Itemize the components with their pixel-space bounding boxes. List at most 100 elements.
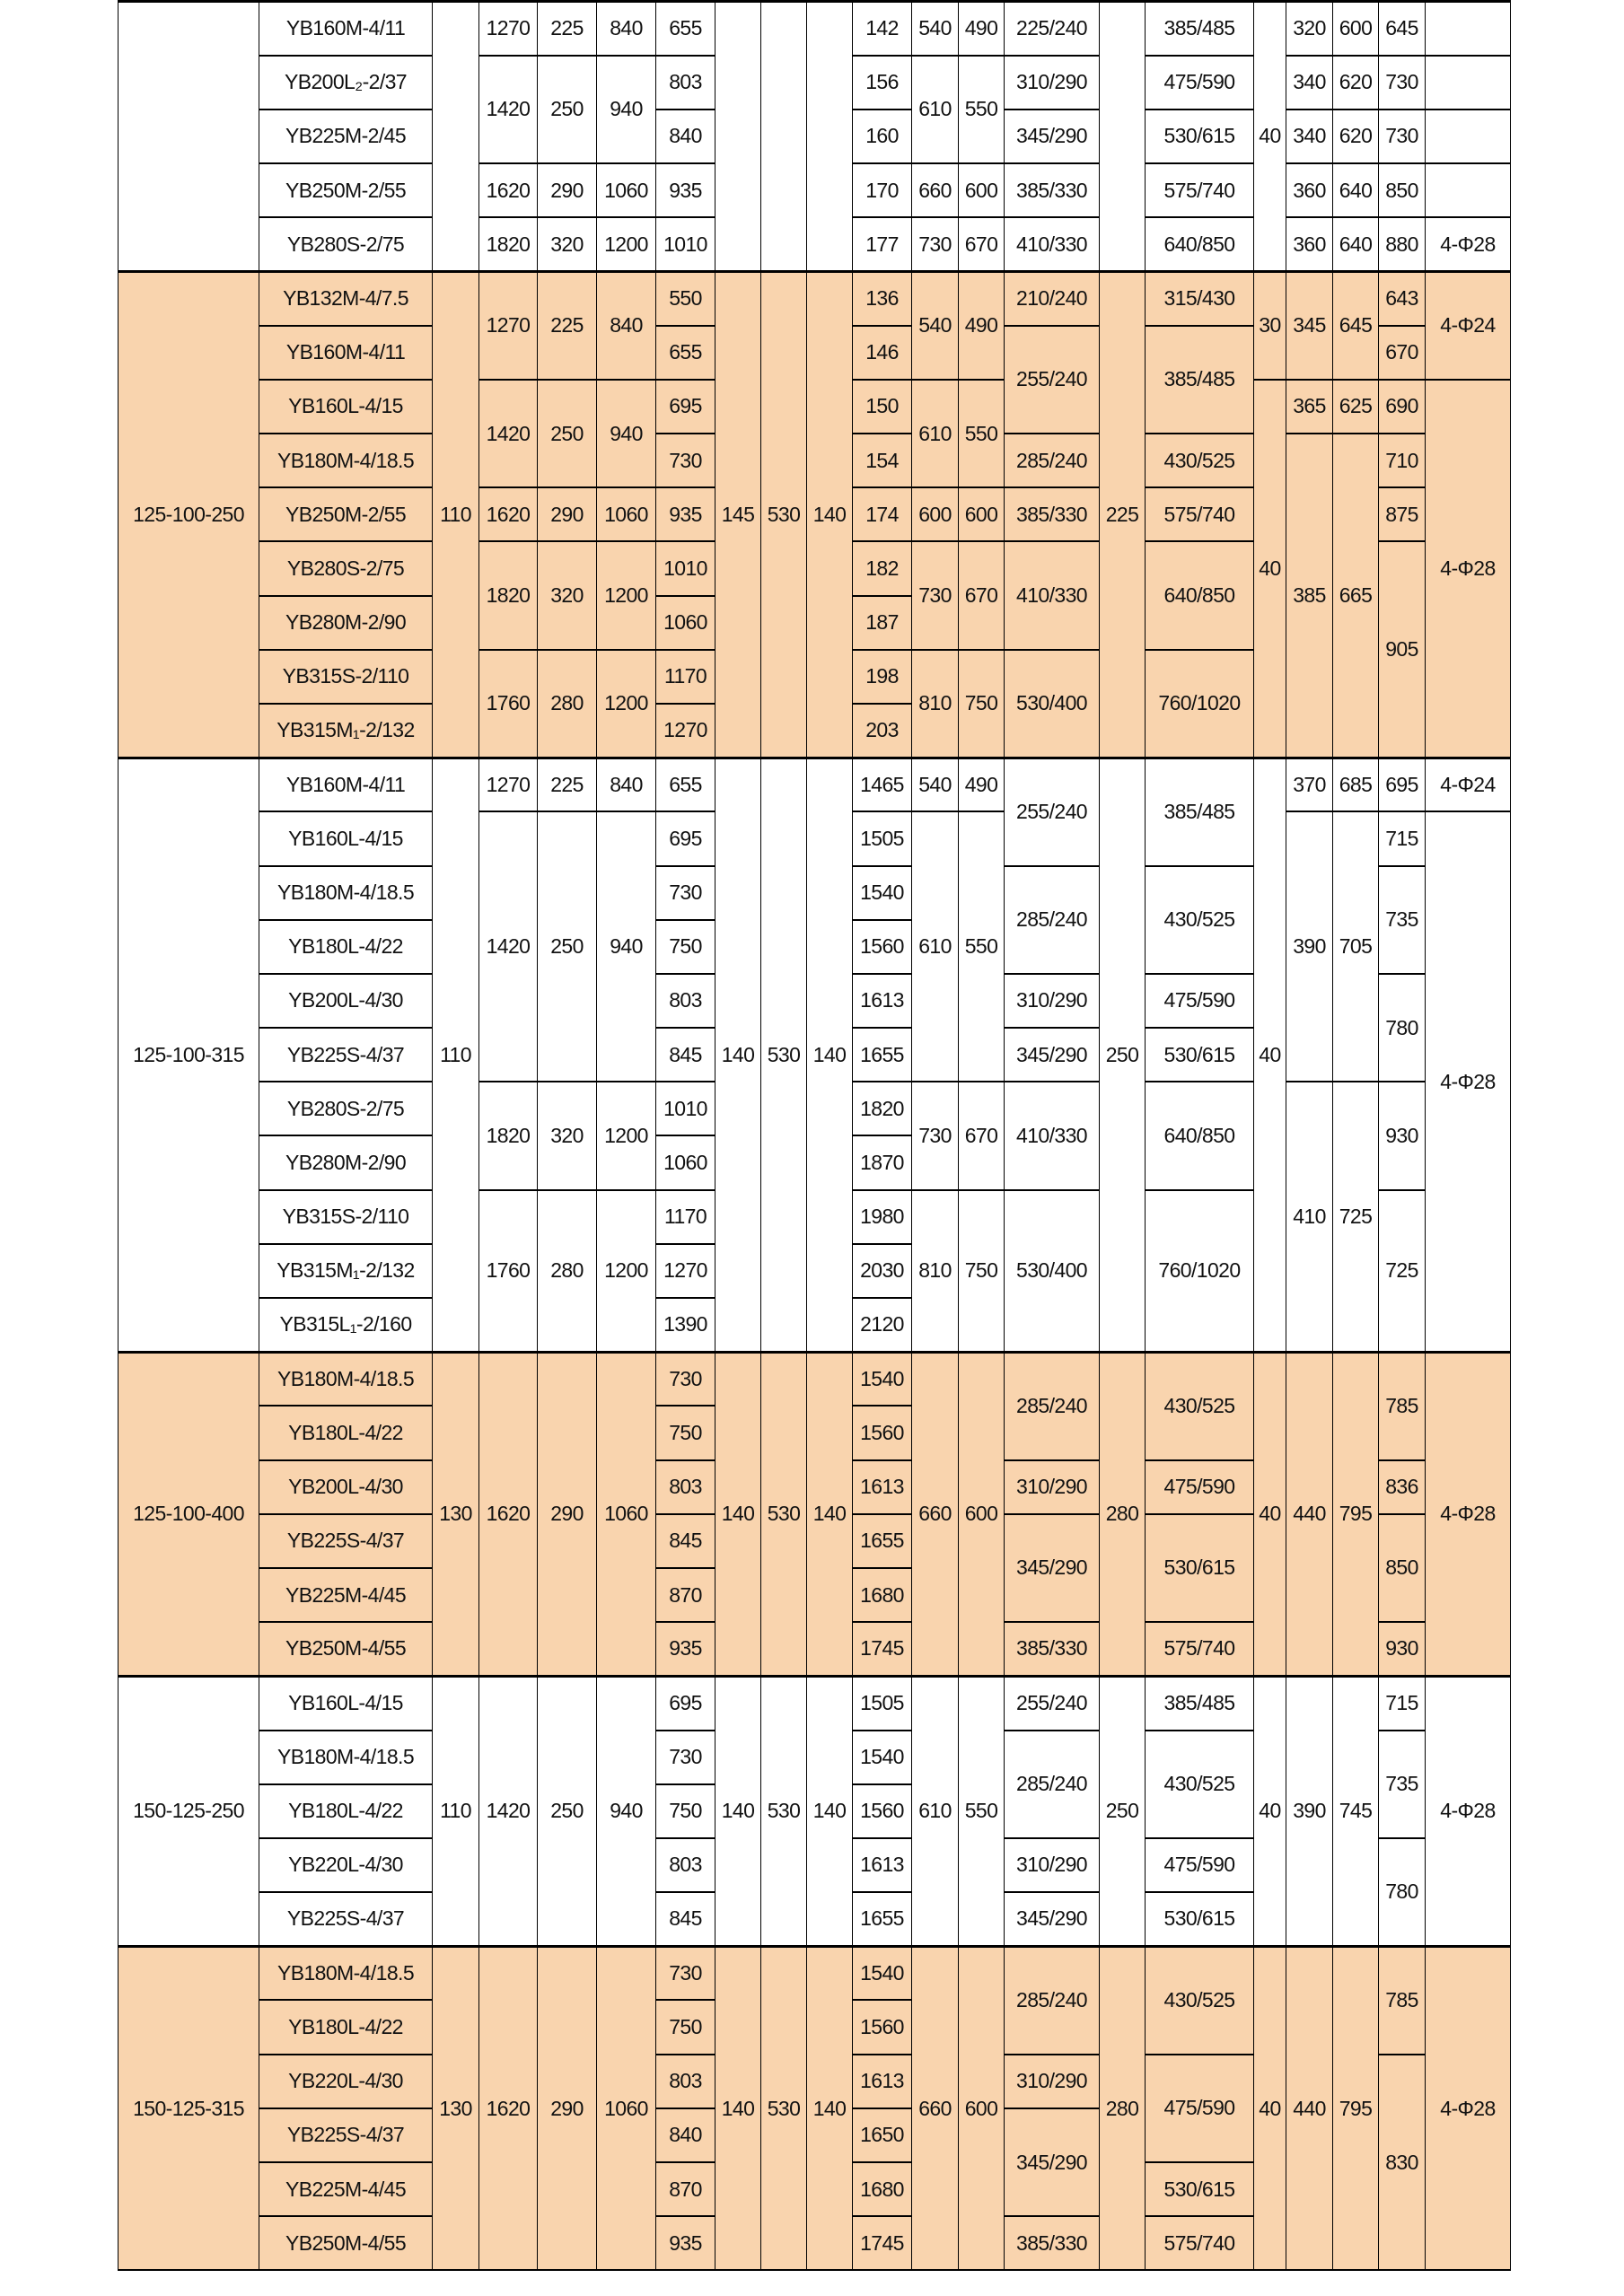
- table-cell: 660: [911, 1944, 959, 2272]
- table-cell: YB180L-4/22: [259, 1405, 433, 1461]
- table-cell: 935: [655, 162, 715, 219]
- table-cell: 410/330: [1004, 216, 1100, 273]
- table-row: YB250M-4/55 935 1745 385/330 575/740: [119, 2215, 1511, 2272]
- table-row: 125-100-250 YB132M-4/7.5 110 1270 225 840 550 1…: [118, 269, 1511, 759]
- table-cell: 2120: [852, 1296, 912, 1354]
- table-cell: 370: [1286, 756, 1333, 813]
- table-cell: 360: [1286, 216, 1333, 273]
- table-cell: 1060: [596, 486, 656, 543]
- table-cell: 1613: [852, 1836, 912, 1894]
- table-cell: 156: [852, 54, 912, 110]
- table-cell: YB225S-4/37: [259, 2107, 433, 2164]
- table-cell: 695: [1378, 756, 1426, 813]
- table-cell: 255/240: [1004, 324, 1100, 435]
- table-row: YB280S-2/75 1820 320 1200 1010 1820 730 670 410/…: [119, 1081, 1511, 1354]
- table-cell: 385/485: [1145, 756, 1254, 867]
- table-cell: 840: [596, 269, 656, 381]
- table-cell: 410/330: [1004, 1081, 1100, 1191]
- table-cell: 645: [1332, 269, 1379, 381]
- table-cell: 735: [1378, 1729, 1426, 1839]
- table-cell: YB315L₁-2/160: [259, 1296, 433, 1354]
- table-cell: 475/590: [1145, 2053, 1254, 2164]
- table-cell: 670: [1378, 324, 1426, 381]
- table-cell: 130: [432, 1944, 479, 2272]
- table-cell: 280: [537, 1188, 597, 1354]
- table-cell: 4-Φ28: [1425, 1944, 1511, 2272]
- table-cell: 410/330: [1004, 540, 1100, 651]
- table-cell: 1540: [852, 864, 912, 921]
- table-cell: 310/290: [1004, 2053, 1100, 2109]
- table-row: YB280M-2/90 1060 187: [119, 594, 1511, 651]
- table-cell: 110: [432, 269, 479, 759]
- table-row: YB280S-2/75 1820 320 1200 1010 182 730 670 410/3…: [119, 540, 1511, 759]
- table-cell: 315/430: [1145, 269, 1254, 327]
- table-cell: 760/1020: [1145, 1188, 1254, 1354]
- table-cell: 530/400: [1004, 648, 1100, 759]
- table-cell: 670: [958, 216, 1005, 273]
- table-cell: 940: [596, 378, 656, 489]
- table-row: YB315L₁-2/160 1390 2120: [119, 1296, 1511, 1354]
- table-cell: 1170: [655, 648, 715, 705]
- table-cell: YB220L-4/30: [259, 2053, 433, 2109]
- table-cell: 310/290: [1004, 1459, 1100, 1515]
- table-cell: 660: [911, 162, 959, 219]
- table-cell: 1060: [596, 1944, 656, 2272]
- table-cell: 600: [911, 486, 959, 543]
- table-cell: 1270: [655, 702, 715, 759]
- table-cell: 385/330: [1004, 486, 1100, 543]
- table-cell: 665: [1332, 432, 1379, 759]
- table-cell: 620: [1332, 54, 1379, 110]
- table-cell: 4-Φ28: [1425, 1674, 1511, 1948]
- table-cell: 1745: [852, 2215, 912, 2272]
- table-cell: 710: [1378, 432, 1426, 489]
- table-cell: 845: [655, 1027, 715, 1083]
- table-cell: 1010: [655, 540, 715, 597]
- table-cell: 610: [911, 1674, 959, 1948]
- table-cell: [1425, 108, 1511, 165]
- table-cell: 705: [1332, 811, 1379, 1083]
- table-cell: YB250M-2/55: [259, 162, 433, 219]
- table-cell: 840: [596, 756, 656, 813]
- table-cell: 760/1020: [1145, 648, 1254, 759]
- table-cell: 340: [1286, 54, 1333, 110]
- table-cell: 940: [596, 54, 656, 165]
- table-cell: 1200: [596, 540, 656, 651]
- table-cell: YB225S-4/37: [259, 1027, 433, 1083]
- table-cell: 795: [1332, 1944, 1379, 2272]
- table-cell: 1613: [852, 1459, 912, 1515]
- table-cell: 840: [596, 0, 656, 57]
- table-cell: 715: [1378, 1674, 1426, 1731]
- table-row: YB180L-4/22 750 1560: [119, 1783, 1511, 1839]
- table-cell: 620: [1332, 108, 1379, 165]
- table-cell: 140: [806, 1944, 853, 2272]
- table-cell: 803: [655, 972, 715, 1030]
- table-cell: 225/240: [1004, 0, 1100, 57]
- table-cell: 1613: [852, 972, 912, 1030]
- table-cell: 575/740: [1145, 162, 1254, 219]
- table-row: YB250M-2/55 1620 290 1060 935 174 600 600 385/33…: [119, 486, 1511, 543]
- table-cell: 1200: [596, 1081, 656, 1191]
- table-cell: YB180L-4/22: [259, 918, 433, 975]
- table-cell: 320: [537, 1081, 597, 1191]
- table-row: YB315S-2/110 1760 280 1200 1170 1980 810 750 530…: [119, 1188, 1511, 1354]
- table-cell: 640: [1332, 162, 1379, 219]
- table-cell: YB280M-2/90: [259, 594, 433, 651]
- table-cell: YB220L-4/30: [259, 1836, 433, 1894]
- table-cell: 285/240: [1004, 864, 1100, 975]
- table-cell: 730: [1378, 54, 1426, 110]
- table-row: YB220L-4/30 803 1613 310/290 475/590 830: [119, 2053, 1511, 2272]
- table-cell: 600: [958, 1350, 1005, 1678]
- table-cell: 1655: [852, 1512, 912, 1569]
- table-cell: 575/740: [1145, 2215, 1254, 2272]
- table-cell: YB315M₁-2/132: [259, 1242, 433, 1300]
- table-cell: 150: [852, 378, 912, 435]
- table-cell: 177: [852, 216, 912, 273]
- table-row: YB180M-4/18.5 730 1540 285/240 430/525 735: [119, 1729, 1511, 1839]
- table-cell: 280: [1099, 1944, 1146, 2272]
- table-cell: 160: [852, 108, 912, 165]
- table-cell: 475/590: [1145, 54, 1254, 110]
- table-cell: 750: [655, 918, 715, 975]
- table-cell: YB180L-4/22: [259, 1999, 433, 2055]
- table-cell: 845: [655, 1512, 715, 1569]
- table-cell: 430/525: [1145, 1944, 1254, 2055]
